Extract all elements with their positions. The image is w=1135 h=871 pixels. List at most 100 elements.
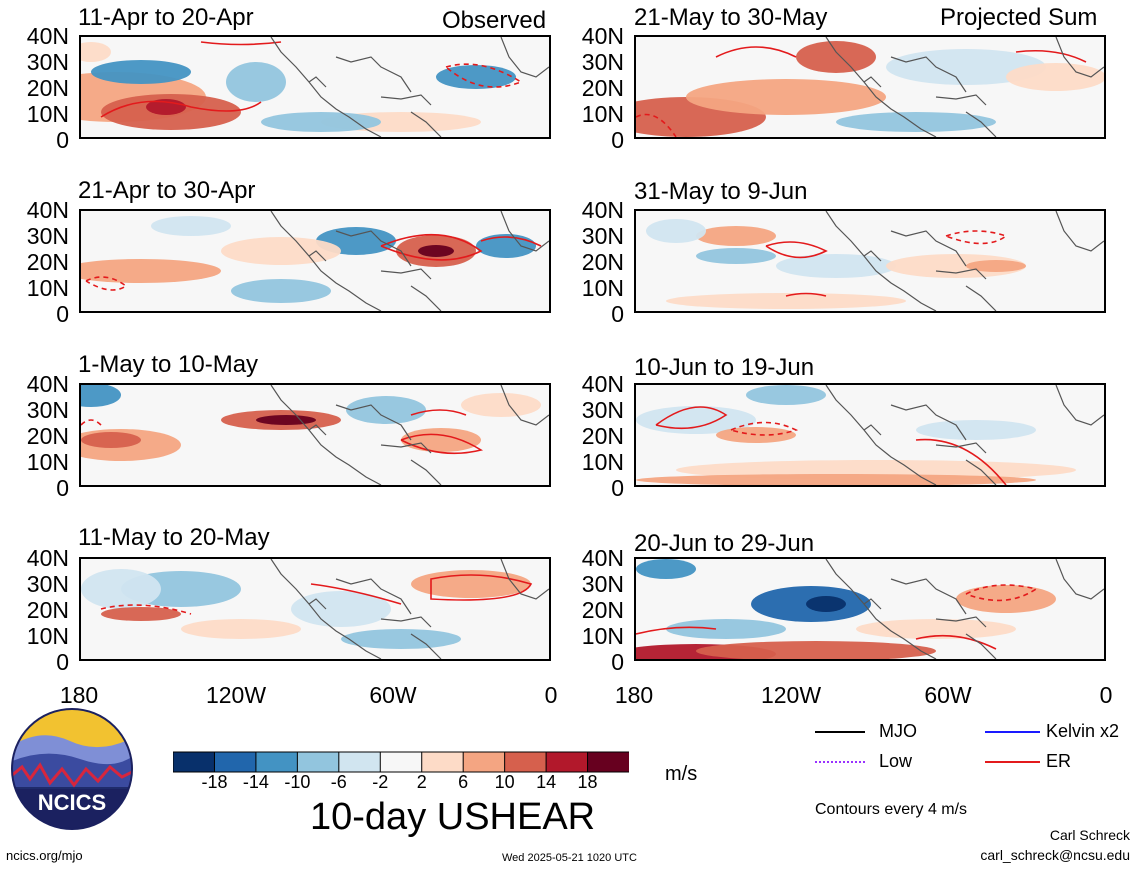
y-tick-label: 10N xyxy=(581,275,624,301)
footer-author: Carl Schreck xyxy=(1049,827,1130,843)
y-tick-label: 40N xyxy=(581,23,624,49)
y-tick-label: 40N xyxy=(581,545,624,571)
y-tick-label: 20N xyxy=(581,75,624,101)
map-panel-1 xyxy=(79,35,551,139)
y-tick-label: 40N xyxy=(26,545,69,571)
x-tick-right-0: 0 xyxy=(1099,682,1113,708)
panel-title-6: 31-May to 9-Jun xyxy=(634,178,808,205)
colorbar-swatch xyxy=(462,751,506,773)
y-tick-label: 10N xyxy=(26,275,69,301)
legend-mjo-label: MJO xyxy=(879,721,917,741)
colorbar-swatch xyxy=(421,751,465,773)
legend-er-label: ER xyxy=(1046,751,1072,771)
y-tick-label: 20N xyxy=(581,423,624,449)
x-tick-left-180: 180 xyxy=(59,682,99,708)
legend-kelvin-label: Kelvin x2 xyxy=(1046,721,1120,741)
y-tick-label: 40N xyxy=(581,371,624,397)
colorbar-swatch xyxy=(379,751,423,773)
panel-tag-projected: Projected Sum xyxy=(940,4,1098,31)
panel-title-7: 10-Jun to 19-Jun xyxy=(634,354,815,381)
colorbar-tick: 10 xyxy=(494,772,515,792)
footer-url[interactable]: ncics.org/mjo xyxy=(6,848,83,863)
main-title: 10-day USHEAR xyxy=(310,796,596,838)
legend-kelvin-line xyxy=(985,731,1040,733)
y-tick-label: 20N xyxy=(26,75,69,101)
colorbar-tick: 2 xyxy=(416,772,427,792)
y-tick-label: 10N xyxy=(26,101,69,127)
y-tick-label: 10N xyxy=(581,101,624,127)
x-tick-right-60w: 60W xyxy=(924,682,972,708)
ncics-logo: NCICS xyxy=(10,707,134,831)
x-tick-right-180: 180 xyxy=(614,682,654,708)
y-tick-label: 0 xyxy=(56,127,69,153)
x-tick-left-60w: 60W xyxy=(369,682,417,708)
y-tick-label: 10N xyxy=(26,449,69,475)
y-tick-label: 0 xyxy=(56,301,69,327)
y-tick-label: 20N xyxy=(26,423,69,449)
y-tick-label: 0 xyxy=(611,127,624,153)
colorbar-unit: m/s xyxy=(665,763,698,785)
legend-low-label: Low xyxy=(879,751,913,771)
colorbar-tick: 14 xyxy=(536,772,557,792)
y-tick-label: 30N xyxy=(26,49,69,75)
legend-low-line xyxy=(815,761,865,763)
y-tick-label: 30N xyxy=(581,397,624,423)
footer-email[interactable]: carl_schreck@ncsu.edu xyxy=(980,847,1130,863)
y-tick-label: 30N xyxy=(26,223,69,249)
y-tick-label: 0 xyxy=(611,475,624,501)
panel-title-2: 21-Apr to 30-Apr xyxy=(78,177,256,204)
footer-timestamp: Wed 2025-05-21 1020 UTC xyxy=(502,852,637,864)
y-tick-label: 0 xyxy=(611,301,624,327)
y-tick-label: 10N xyxy=(581,623,624,649)
colorbar-tick: -10 xyxy=(284,772,311,792)
panel-title-4: 11-May to 20-May xyxy=(78,524,270,551)
y-tick-label: 30N xyxy=(26,397,69,423)
legend-er-line xyxy=(985,761,1040,763)
panel-title-5: 21-May to 30-May xyxy=(634,4,828,31)
y-tick-label: 30N xyxy=(581,571,624,597)
y-tick-label: 20N xyxy=(581,249,624,275)
y-tick-label: 0 xyxy=(611,649,624,675)
colorbar-swatch xyxy=(545,751,589,773)
colorbar-tick: -18 xyxy=(201,772,228,792)
colorbar-tick: 18 xyxy=(577,772,598,792)
colorbar-swatch xyxy=(504,751,548,773)
panel-title-8: 20-Jun to 29-Jun xyxy=(634,530,815,557)
y-tick-label: 40N xyxy=(26,371,69,397)
y-tick-label: 10N xyxy=(26,623,69,649)
map-panel-8 xyxy=(634,557,1106,661)
colorbar-swatch xyxy=(587,751,630,773)
colorbar-swatch xyxy=(213,751,257,773)
y-tick-label: 40N xyxy=(26,23,69,49)
y-tick-label: 0 xyxy=(56,649,69,675)
y-tick-label: 20N xyxy=(26,249,69,275)
colorbar-swatch xyxy=(172,751,216,773)
map-panel-5 xyxy=(634,35,1106,139)
map-panel-7 xyxy=(634,383,1106,487)
y-tick-label: 0 xyxy=(56,475,69,501)
colorbar-swatch xyxy=(296,751,340,773)
colorbar-tick: -2 xyxy=(372,772,389,792)
map-panel-3 xyxy=(79,383,551,487)
legend-mjo-line xyxy=(815,731,865,733)
map-panel-4 xyxy=(79,557,551,661)
panel-title-1: 11-Apr to 20-Apr xyxy=(78,4,254,31)
colorbar-tick: -6 xyxy=(330,772,347,792)
y-tick-label: 30N xyxy=(581,223,624,249)
x-tick-right-120w: 120W xyxy=(760,682,822,708)
y-tick-label: 20N xyxy=(581,597,624,623)
y-tick-label: 40N xyxy=(26,197,69,223)
panel-title-3: 1-May to 10-May xyxy=(78,351,259,378)
y-tick-label: 20N xyxy=(26,597,69,623)
y-tick-label: 40N xyxy=(581,197,624,223)
x-tick-left-120w: 120W xyxy=(205,682,267,708)
colorbar-tick: 6 xyxy=(458,772,469,792)
colorbar xyxy=(172,751,630,778)
logo-text: NCICS xyxy=(38,790,106,815)
x-tick-left-0: 0 xyxy=(544,682,558,708)
panel-tag-observed: Observed xyxy=(442,7,547,34)
colorbar-swatch xyxy=(255,751,299,773)
map-panel-2 xyxy=(79,209,551,313)
colorbar-tick: -14 xyxy=(242,772,269,792)
y-tick-label: 30N xyxy=(26,571,69,597)
